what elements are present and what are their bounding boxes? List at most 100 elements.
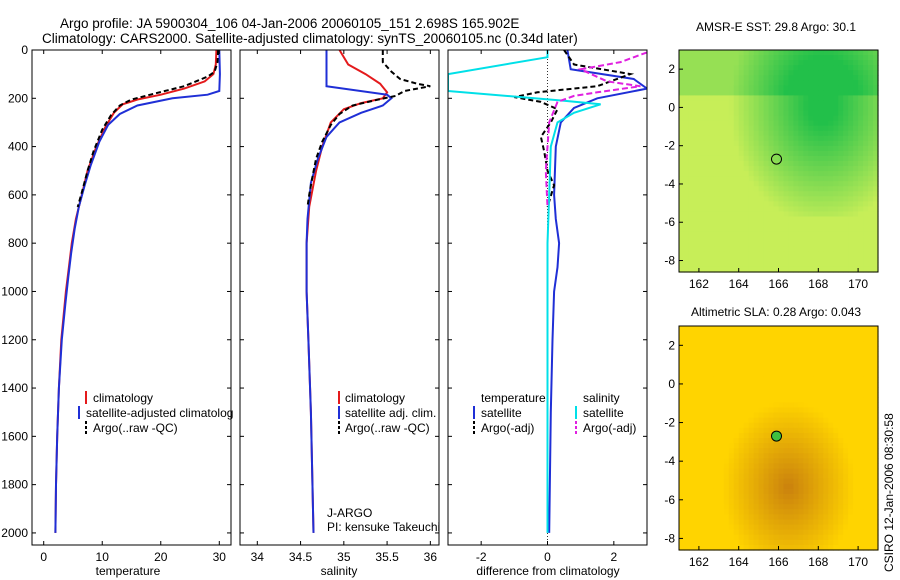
map-cell [683, 95, 690, 102]
map-cell [753, 331, 760, 337]
map-cell [813, 206, 819, 213]
map-cell [713, 504, 720, 510]
map-cell [748, 427, 755, 434]
map-cell [763, 236, 770, 243]
map-cell [683, 135, 690, 142]
map-cell [758, 463, 765, 470]
map-cell [778, 371, 785, 378]
map-cell [679, 341, 685, 347]
map-cell [679, 176, 685, 182]
map-cell [748, 130, 755, 137]
map-cell [843, 448, 849, 454]
map-cell [853, 366, 859, 373]
map-cell [728, 55, 735, 61]
map-cell [728, 251, 735, 258]
map-cell [828, 468, 834, 475]
map-cell [868, 432, 874, 439]
map-cell [783, 341, 790, 347]
map-cell [718, 346, 725, 353]
map-cell [798, 130, 804, 137]
map-cell [783, 236, 790, 243]
map-cell [798, 448, 804, 454]
map-cell [679, 171, 685, 177]
map-cell [813, 443, 819, 449]
map-cell [783, 453, 790, 459]
map-cell [693, 186, 700, 192]
map-cell [703, 246, 710, 253]
map-cell [713, 140, 720, 147]
map-cell [848, 356, 854, 363]
map-cell [788, 130, 795, 137]
map-cell [853, 70, 859, 76]
map-cell [703, 417, 710, 424]
map-cell [748, 412, 755, 419]
map-cell [718, 125, 725, 132]
map-cell [703, 221, 710, 228]
map-cell [778, 110, 785, 117]
map-cell [758, 478, 765, 485]
map-cell [679, 50, 685, 56]
difference-xlabel: difference from climatology [476, 564, 619, 578]
map-cell [828, 473, 834, 480]
map-cell [733, 206, 740, 213]
map-cell [738, 201, 745, 208]
map-cell [828, 366, 834, 373]
map-cell [828, 135, 834, 142]
map-cell [833, 251, 839, 258]
map-cell [713, 120, 720, 127]
map-cell [793, 221, 799, 228]
map-cell [753, 544, 760, 551]
map-cell [808, 125, 814, 132]
map-cell [793, 529, 799, 536]
map-cell [733, 90, 740, 97]
map-cell [679, 246, 685, 253]
map-cell [798, 201, 804, 208]
map-cell [793, 356, 799, 363]
map-cell [753, 186, 760, 192]
map-cell [733, 341, 740, 347]
map-cell [838, 231, 844, 238]
map-cell [863, 60, 869, 66]
map-cell [768, 326, 775, 332]
map-cell [698, 336, 705, 342]
map-cell [723, 326, 730, 332]
map-cell [868, 140, 874, 147]
map-cell [768, 140, 775, 147]
map-cell [828, 85, 834, 91]
map-cell [758, 80, 765, 86]
map-cell [848, 453, 854, 459]
map-cell [798, 412, 804, 419]
map-cell [838, 427, 844, 434]
map-cell [718, 231, 725, 238]
map-cell [868, 392, 874, 398]
map-cell [843, 361, 849, 368]
map-cell [758, 196, 765, 202]
map-cell [798, 65, 804, 71]
map-cell [818, 402, 824, 409]
map-cell [858, 161, 864, 167]
map-cell [679, 161, 685, 167]
map-cell [843, 478, 849, 485]
map-cell [813, 80, 819, 86]
map-cell [753, 504, 760, 510]
map-cell [868, 166, 874, 172]
map-cell [838, 326, 844, 332]
map-cell [733, 236, 740, 243]
map-cell [798, 145, 804, 152]
map-cell [683, 529, 690, 536]
map-cell [858, 60, 864, 66]
map-cell [823, 140, 829, 147]
map-cell [793, 171, 799, 177]
map-cell [848, 504, 854, 510]
map-cell [698, 90, 705, 97]
map-cell [793, 346, 799, 353]
map-cell [718, 186, 725, 192]
map-cell [768, 458, 775, 465]
map-cell [713, 231, 720, 238]
map-cell [763, 483, 770, 490]
map-cell [858, 246, 864, 253]
map-cell [873, 356, 879, 363]
map-cell [683, 346, 690, 353]
map-cell [853, 85, 859, 91]
map-cell [688, 246, 695, 253]
